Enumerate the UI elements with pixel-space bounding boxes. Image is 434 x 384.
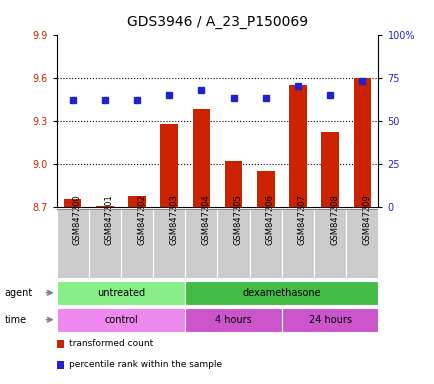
Text: percentile rank within the sample: percentile rank within the sample	[69, 360, 221, 369]
Bar	[321, 132, 338, 207]
Bar	[89, 209, 121, 278]
Text: GSM847202: GSM847202	[137, 194, 146, 245]
Bar	[56, 209, 89, 278]
Text: transformed count: transformed count	[69, 339, 153, 348]
Bar	[64, 199, 81, 207]
Bar	[153, 209, 185, 278]
Bar	[289, 85, 306, 207]
Text: control: control	[104, 314, 138, 325]
Bar	[345, 209, 378, 278]
Text: untreated: untreated	[97, 288, 145, 298]
Text: 24 hours: 24 hours	[308, 314, 351, 325]
Text: agent: agent	[4, 288, 33, 298]
Bar	[281, 308, 378, 332]
Bar	[256, 171, 274, 207]
Bar	[185, 281, 378, 305]
Text: GSM847205: GSM847205	[233, 194, 242, 245]
Bar	[96, 206, 113, 207]
Text: GSM847208: GSM847208	[329, 194, 339, 245]
Bar	[56, 308, 185, 332]
Bar	[192, 109, 210, 207]
Bar	[249, 209, 281, 278]
Bar	[185, 209, 217, 278]
Bar	[353, 78, 370, 207]
Text: dexamethasone: dexamethasone	[242, 288, 320, 298]
Bar	[121, 209, 153, 278]
Bar	[217, 209, 249, 278]
Bar	[56, 281, 185, 305]
Bar	[281, 209, 313, 278]
Text: GSM847209: GSM847209	[362, 194, 371, 245]
Bar	[128, 196, 145, 207]
Bar	[160, 124, 178, 207]
Bar	[313, 209, 345, 278]
Text: GSM847206: GSM847206	[265, 194, 274, 245]
Text: GSM847204: GSM847204	[201, 194, 210, 245]
Text: GSM847201: GSM847201	[105, 194, 114, 245]
Text: GSM847207: GSM847207	[297, 194, 306, 245]
Text: GSM847203: GSM847203	[169, 194, 178, 245]
Bar	[224, 161, 242, 207]
Text: GSM847200: GSM847200	[72, 194, 82, 245]
Text: GDS3946 / A_23_P150069: GDS3946 / A_23_P150069	[127, 15, 307, 29]
Bar	[185, 308, 281, 332]
Text: 4 hours: 4 hours	[215, 314, 251, 325]
Text: time: time	[4, 314, 26, 325]
